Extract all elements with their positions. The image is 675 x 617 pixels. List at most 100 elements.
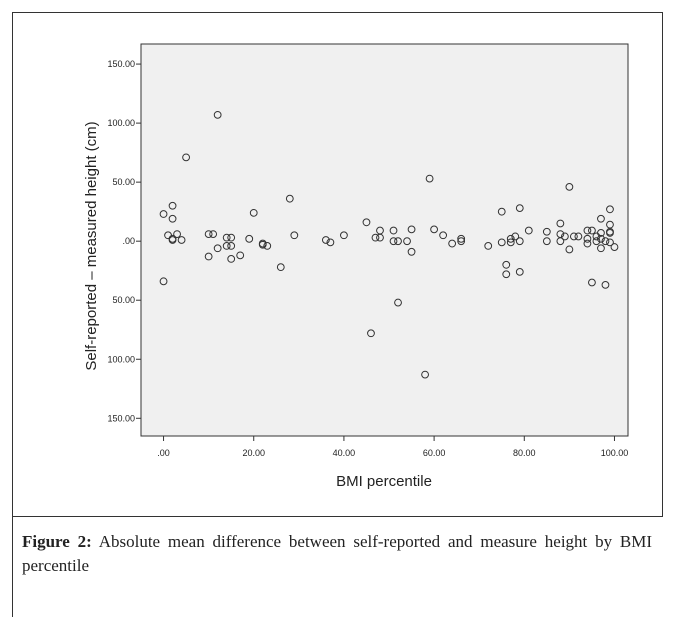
data-point — [407, 225, 416, 234]
data-point — [502, 270, 511, 279]
data-point — [159, 277, 168, 286]
data-point — [394, 237, 402, 246]
data-point — [439, 231, 448, 240]
data-point — [173, 230, 181, 238]
data-point — [542, 227, 551, 236]
points-layer — [159, 110, 619, 379]
data-point — [556, 219, 565, 228]
x-tick-label: .00 — [157, 448, 170, 458]
data-point — [340, 231, 348, 240]
data-point — [597, 229, 605, 237]
data-point — [606, 229, 614, 237]
data-point — [326, 238, 335, 247]
data-point — [204, 252, 213, 261]
data-point — [569, 232, 578, 241]
data-point — [524, 226, 533, 235]
data-point — [421, 370, 429, 379]
x-tick-label: 100.00 — [601, 448, 629, 458]
data-point — [574, 232, 583, 241]
y-tick-label: 50.00 — [112, 177, 135, 187]
data-point — [285, 194, 294, 203]
data-point — [168, 236, 177, 244]
data-point — [597, 234, 605, 243]
data-point — [583, 234, 592, 243]
y-tick-label: 150.00 — [107, 59, 135, 69]
data-point — [227, 233, 236, 242]
data-point — [610, 243, 619, 251]
data-point — [430, 225, 439, 234]
data-point — [515, 204, 524, 213]
data-point — [245, 234, 254, 243]
x-axis-title: BMI percentile — [336, 473, 432, 490]
data-point — [321, 236, 330, 244]
data-point — [542, 237, 551, 246]
data-point — [601, 280, 610, 289]
data-point — [389, 237, 398, 246]
data-point — [583, 226, 592, 235]
data-point — [263, 242, 272, 250]
x-tick-label: 20.00 — [242, 448, 265, 458]
data-point — [227, 254, 236, 263]
data-point — [606, 238, 614, 247]
data-point — [448, 239, 457, 248]
data-point — [236, 251, 245, 260]
data-point — [502, 260, 511, 269]
x-tick-label: 60.00 — [423, 448, 446, 458]
data-point — [403, 237, 411, 246]
data-point — [506, 238, 515, 247]
y-tick-label: 150.00 — [107, 413, 135, 423]
data-point — [497, 207, 506, 216]
x-tick-label: 80.00 — [513, 448, 536, 458]
data-point — [597, 244, 605, 253]
data-point — [213, 244, 222, 253]
x-tick-label: 40.00 — [333, 448, 356, 458]
y-tick-label: .00 — [122, 236, 135, 246]
data-point — [168, 214, 177, 223]
data-point — [560, 232, 569, 241]
data-point — [597, 214, 605, 223]
data-point — [606, 205, 614, 214]
figure-frame-left — [12, 12, 13, 617]
data-point — [457, 234, 466, 243]
data-point — [227, 242, 236, 250]
data-point — [565, 182, 574, 191]
data-point — [204, 230, 213, 238]
data-point — [371, 233, 380, 242]
data-point — [213, 110, 222, 119]
data-point — [565, 245, 574, 254]
scatter-chart: .00 20.00 40.00 60.00 80.00 100.00 150.00 100.0… — [83, 43, 629, 490]
data-point — [511, 232, 520, 241]
y-tick-label: 100.00 — [107, 118, 135, 128]
data-point — [457, 237, 466, 246]
data-point — [177, 236, 186, 244]
ticks-layer: .00 20.00 40.00 60.00 80.00 100.00 150.00 100.0… — [107, 59, 628, 458]
data-point — [425, 174, 434, 183]
data-point — [222, 242, 231, 250]
data-point — [367, 329, 375, 338]
data-point — [362, 218, 371, 227]
figure-frame-top — [12, 12, 663, 13]
data-point — [376, 233, 384, 242]
figure-frame-right — [662, 12, 663, 517]
data-point — [515, 267, 524, 276]
data-point — [506, 234, 515, 243]
data-point — [182, 153, 190, 162]
data-point — [249, 208, 258, 217]
data-point — [592, 237, 601, 246]
data-point — [222, 233, 231, 242]
y-axis-title: Self-reported – measured height (cm) — [83, 121, 100, 370]
data-point — [290, 231, 299, 240]
y-tick-label: 50.00 — [112, 295, 135, 305]
figure-caption: Figure 2: Absolute mean difference betwe… — [22, 530, 652, 578]
data-point — [583, 239, 592, 248]
figure-caption-text: Absolute mean difference between self-re… — [22, 532, 653, 575]
data-point — [209, 230, 218, 238]
figure-caption-label: Figure 2: — [22, 532, 92, 551]
figure-frame-bottom — [12, 516, 663, 517]
plot-layer — [140, 43, 629, 437]
y-tick-label: 100.00 — [107, 354, 135, 364]
data-point — [389, 226, 398, 235]
data-point — [276, 263, 285, 272]
data-point — [556, 237, 565, 246]
data-point — [515, 237, 524, 246]
